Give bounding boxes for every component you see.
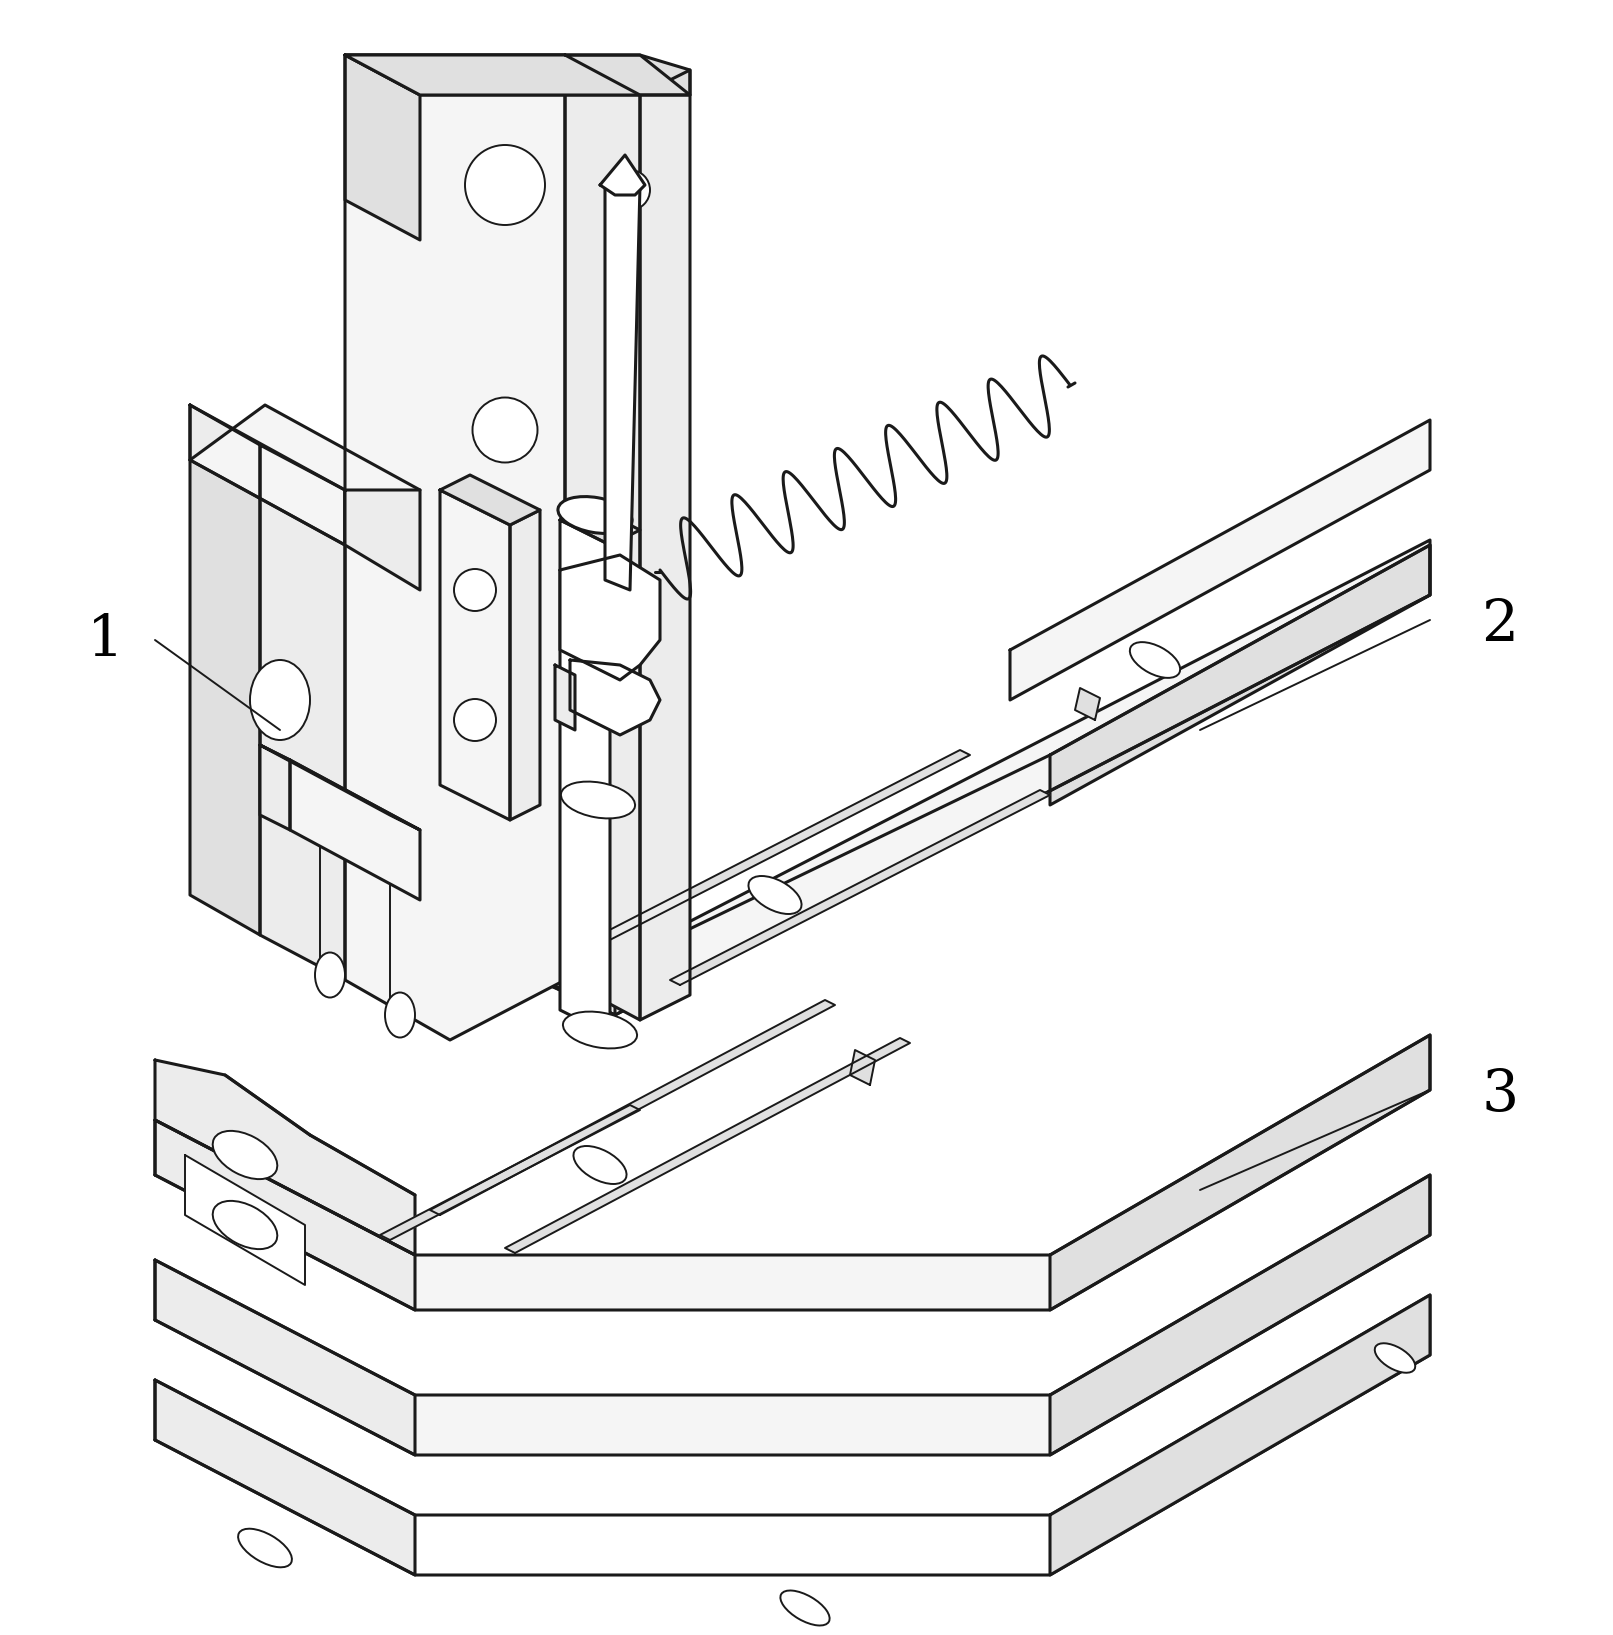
Polygon shape <box>565 56 640 1020</box>
Ellipse shape <box>1129 643 1181 679</box>
Ellipse shape <box>465 146 545 226</box>
Polygon shape <box>510 510 540 821</box>
Ellipse shape <box>1374 1344 1415 1373</box>
Ellipse shape <box>610 170 650 209</box>
Ellipse shape <box>563 1012 637 1048</box>
Ellipse shape <box>213 1200 277 1249</box>
Polygon shape <box>1010 420 1431 700</box>
Polygon shape <box>450 544 1431 1015</box>
Ellipse shape <box>386 992 415 1038</box>
Polygon shape <box>155 1176 1431 1455</box>
Polygon shape <box>505 1038 910 1252</box>
Ellipse shape <box>748 876 802 914</box>
Ellipse shape <box>473 397 537 463</box>
Polygon shape <box>381 1105 640 1239</box>
Polygon shape <box>155 1059 415 1256</box>
Ellipse shape <box>781 1591 829 1625</box>
Polygon shape <box>560 505 640 544</box>
Polygon shape <box>1050 544 1431 804</box>
Polygon shape <box>555 665 574 729</box>
Polygon shape <box>450 540 1431 1015</box>
Ellipse shape <box>213 1131 277 1179</box>
Polygon shape <box>850 1050 874 1086</box>
Polygon shape <box>155 1295 1431 1575</box>
Ellipse shape <box>574 1146 626 1184</box>
Polygon shape <box>260 746 290 831</box>
Ellipse shape <box>453 700 497 741</box>
Polygon shape <box>1050 1295 1431 1575</box>
Polygon shape <box>1050 1176 1431 1455</box>
Text: 3: 3 <box>1481 1068 1518 1123</box>
Polygon shape <box>345 56 690 95</box>
Polygon shape <box>190 405 260 935</box>
Polygon shape <box>185 1154 305 1285</box>
Polygon shape <box>590 750 969 945</box>
Polygon shape <box>345 56 565 1040</box>
Polygon shape <box>560 520 610 1035</box>
Ellipse shape <box>250 661 310 741</box>
Polygon shape <box>669 790 1050 984</box>
Polygon shape <box>1074 688 1100 719</box>
Polygon shape <box>190 405 345 544</box>
Polygon shape <box>565 56 690 95</box>
Polygon shape <box>431 1001 836 1215</box>
Ellipse shape <box>558 497 632 533</box>
Ellipse shape <box>453 569 497 611</box>
Text: 1: 1 <box>87 611 124 669</box>
Ellipse shape <box>239 1529 292 1568</box>
Polygon shape <box>560 554 660 680</box>
Ellipse shape <box>315 953 345 997</box>
Polygon shape <box>155 1380 415 1575</box>
Polygon shape <box>345 56 640 95</box>
Polygon shape <box>1050 1035 1431 1310</box>
Polygon shape <box>190 405 419 544</box>
Polygon shape <box>155 1035 1431 1310</box>
Polygon shape <box>345 56 419 240</box>
Ellipse shape <box>561 782 636 819</box>
Polygon shape <box>155 1120 415 1310</box>
Polygon shape <box>569 661 660 736</box>
Polygon shape <box>440 476 540 525</box>
Polygon shape <box>260 445 345 979</box>
Polygon shape <box>155 1261 415 1455</box>
Polygon shape <box>600 155 645 195</box>
Polygon shape <box>345 490 419 590</box>
Polygon shape <box>290 760 419 899</box>
Polygon shape <box>440 490 510 821</box>
Polygon shape <box>605 185 640 590</box>
Text: 2: 2 <box>1481 597 1518 652</box>
Polygon shape <box>450 885 615 1015</box>
Polygon shape <box>260 746 419 831</box>
Polygon shape <box>640 70 690 1020</box>
